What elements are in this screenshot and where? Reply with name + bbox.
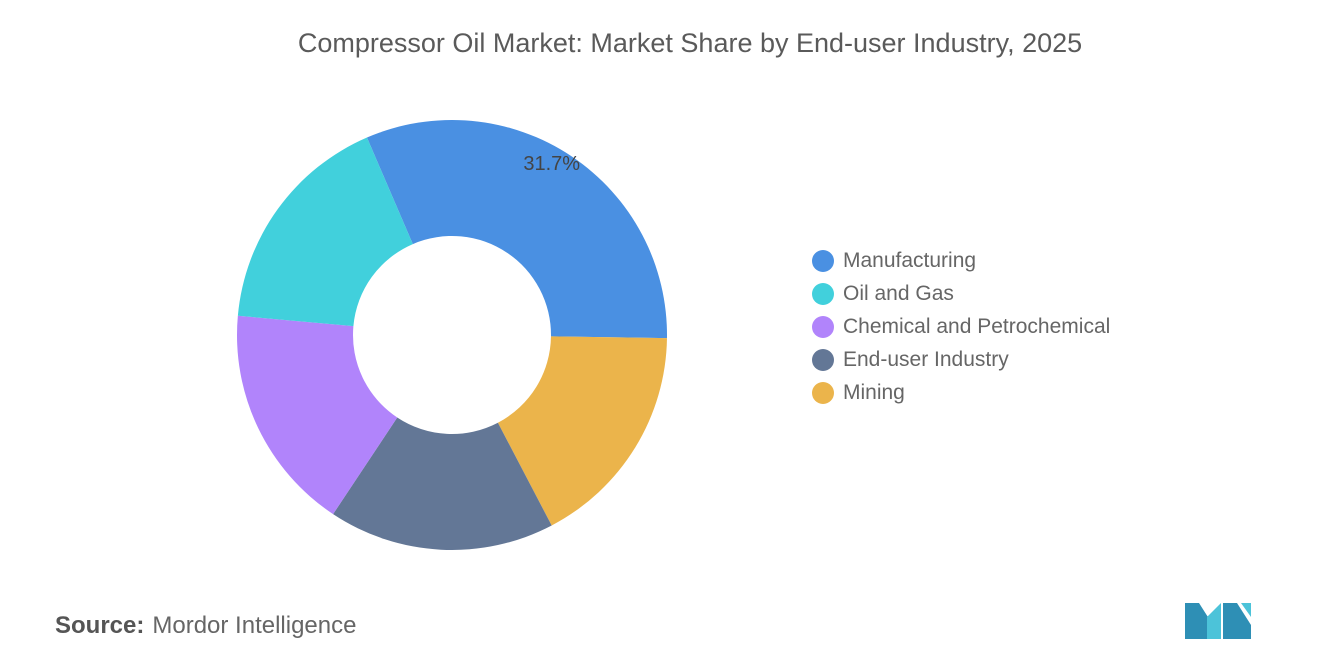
donut-chart: 31.7% bbox=[237, 120, 667, 550]
data-label: 31.7% bbox=[523, 153, 580, 175]
legend-swatch bbox=[812, 315, 834, 338]
slice-chemical-and-petrochemical bbox=[237, 315, 398, 515]
source: Source: Mordor Intelligence bbox=[55, 612, 356, 640]
legend-label: Manufacturing bbox=[843, 248, 977, 272]
legend-label: Oil and Gas bbox=[843, 281, 954, 305]
legend-item: Mining bbox=[812, 376, 1110, 409]
legend: Manufacturing Oil and Gas Chemical and Pet… bbox=[812, 244, 1110, 409]
brand-logo bbox=[1185, 603, 1251, 639]
slice-oil-and-gas bbox=[237, 137, 413, 327]
legend-item: End-user Industry bbox=[812, 343, 1110, 376]
source-label: Source: bbox=[55, 612, 145, 639]
slice-end-user-industry bbox=[333, 417, 552, 550]
slice-mining bbox=[497, 336, 667, 526]
slice-manufacturing bbox=[366, 120, 667, 339]
legend-label: Mining bbox=[843, 380, 905, 404]
legend-swatch bbox=[812, 348, 834, 371]
legend-item: Manufacturing bbox=[812, 244, 1110, 277]
legend-swatch bbox=[812, 282, 834, 305]
legend-item: Oil and Gas bbox=[812, 277, 1110, 310]
source-value: Mordor Intelligence bbox=[152, 612, 357, 639]
legend-item: Chemical and Petrochemical bbox=[812, 310, 1110, 343]
legend-label: Chemical and Petrochemical bbox=[843, 314, 1111, 338]
legend-swatch bbox=[812, 381, 834, 404]
chart-title: Compressor Oil Market: Market Share by E… bbox=[297, 28, 1083, 58]
legend-label: End-user Industry bbox=[843, 347, 1009, 371]
legend-swatch bbox=[812, 249, 834, 272]
